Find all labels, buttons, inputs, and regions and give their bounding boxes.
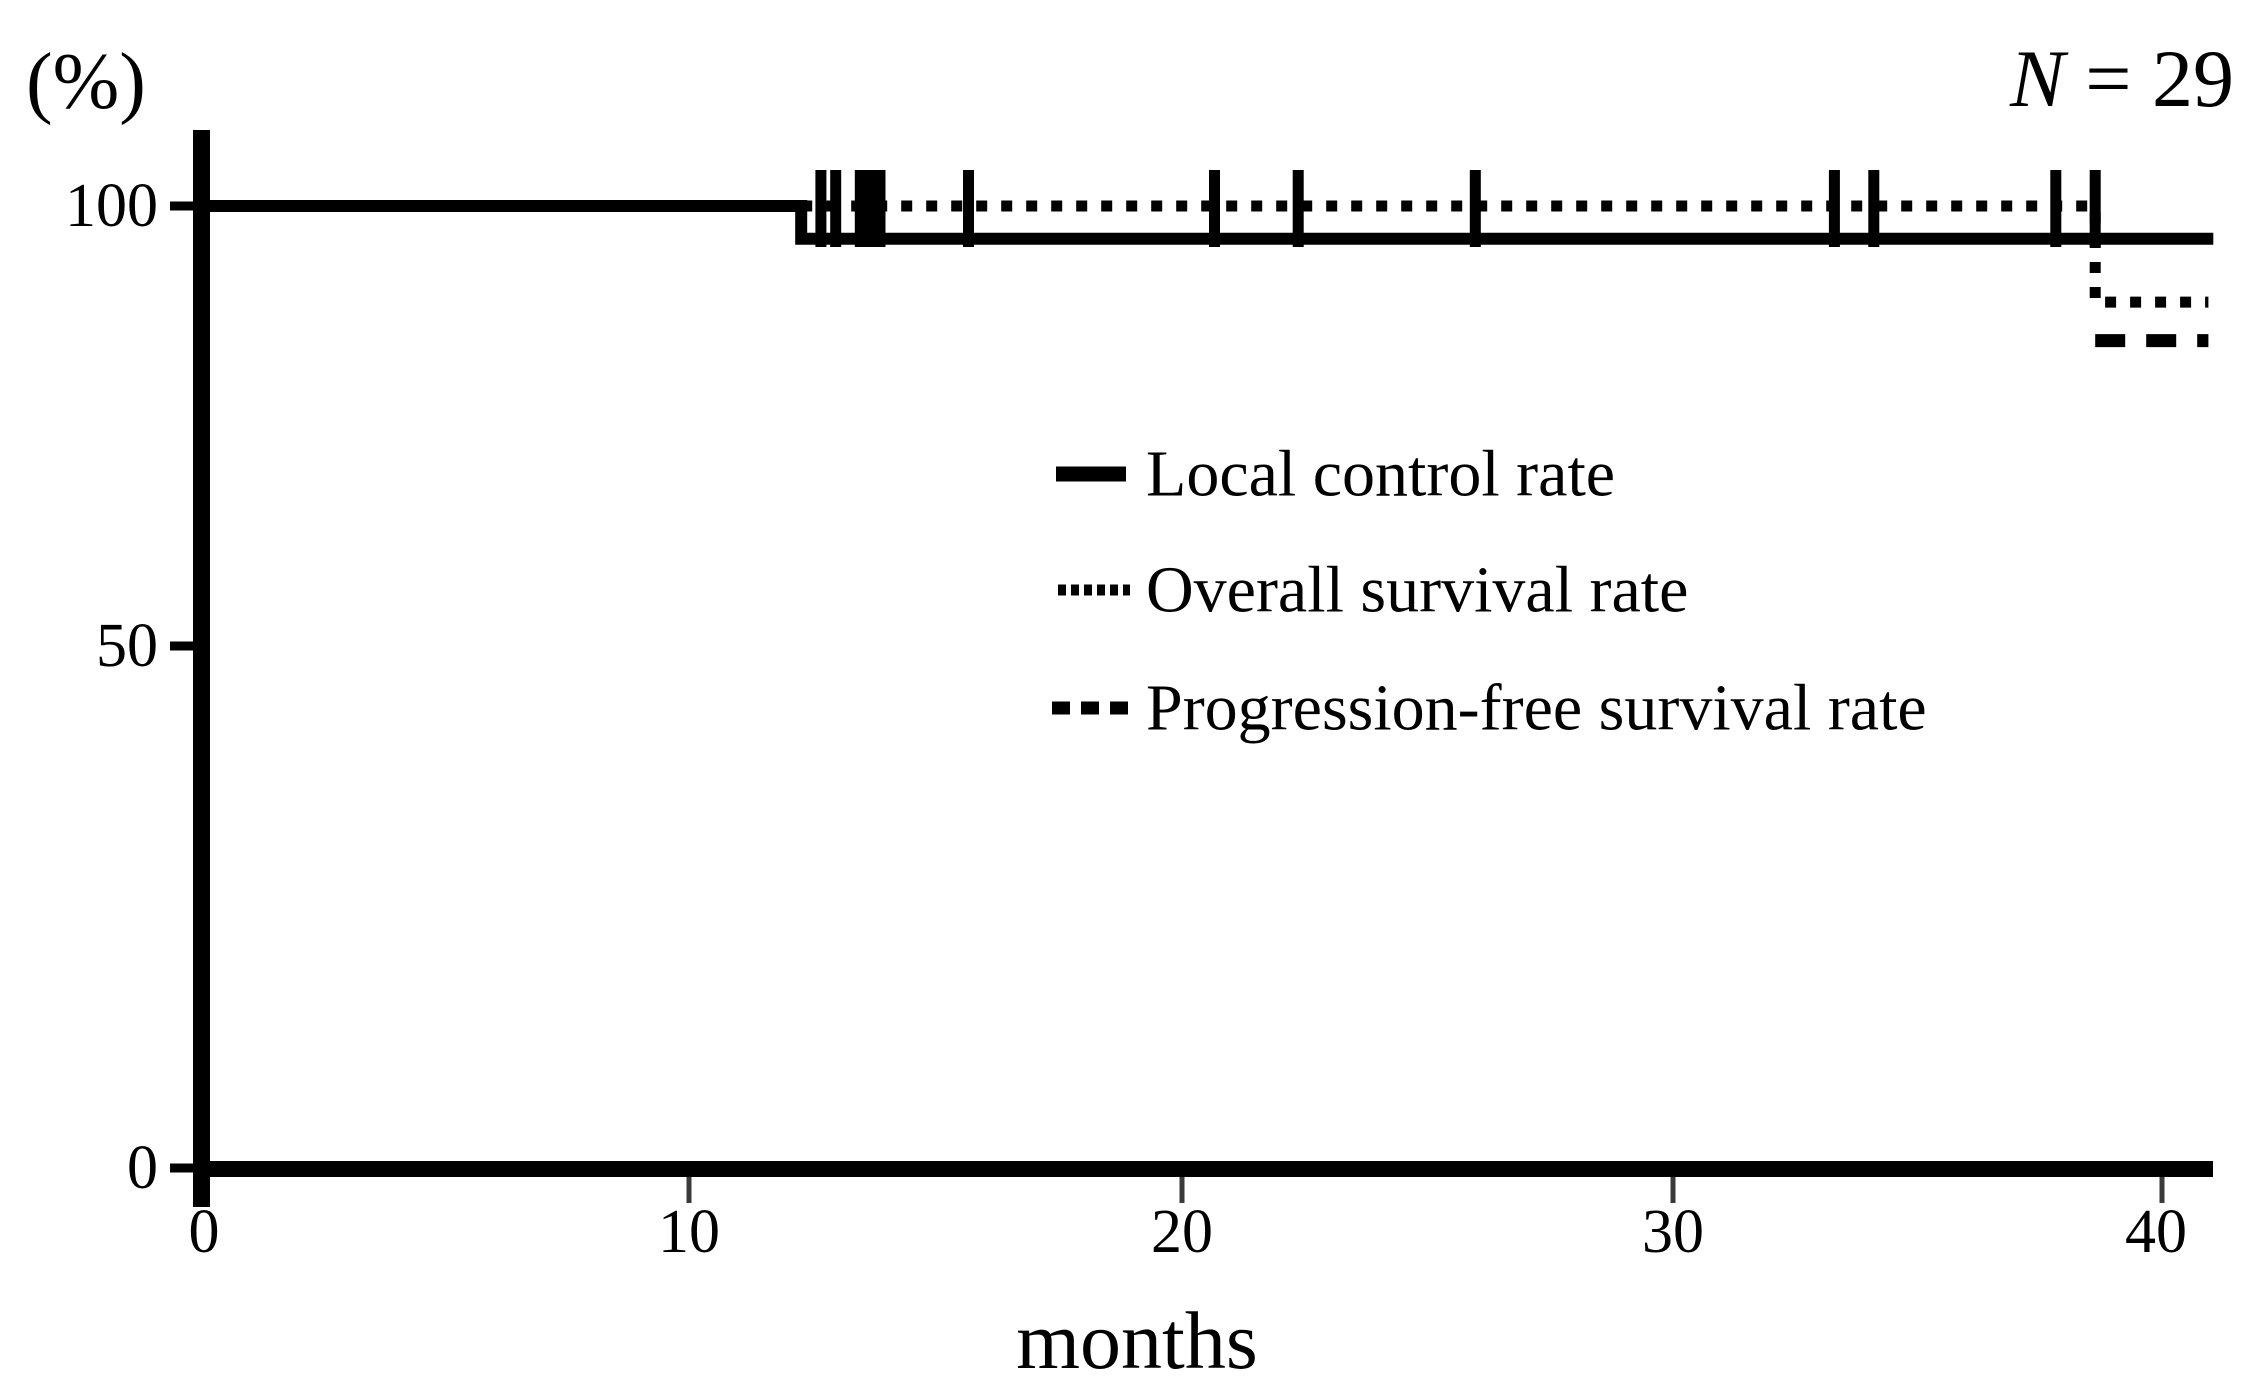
censor-marks-layer <box>815 170 2101 247</box>
sample-size-symbol: N <box>2009 33 2069 124</box>
censor-tick <box>815 170 827 247</box>
x-tick-label-0: 0 <box>189 1198 220 1266</box>
overall-survival-rate-curve <box>801 200 2209 308</box>
y-tick-label-100: 100 <box>65 172 158 240</box>
legend-label-progression-free: Progression-free survival rate <box>1146 672 1927 745</box>
censor-tick <box>854 170 866 247</box>
x-tick-label-30: 30 <box>1642 1198 1704 1266</box>
x-tick-10 <box>686 1177 692 1203</box>
series-layer <box>201 200 2214 348</box>
y-tick-100 <box>170 201 196 211</box>
legend: Local control rate Overall survival rate… <box>1052 438 1927 745</box>
censor-tick <box>1868 170 1880 247</box>
y-axis-line <box>193 130 210 1207</box>
y-axis-unit-label: (%) <box>26 38 146 126</box>
x-tick-label-40: 40 <box>2125 1198 2187 1266</box>
censor-tick <box>874 170 886 247</box>
legend-label-overall-survival: Overall survival rate <box>1146 554 1688 627</box>
y-tick-label-0: 0 <box>127 1134 158 1202</box>
x-axis-title: months <box>1016 1295 1257 1386</box>
y-tick-0 <box>170 1163 196 1173</box>
x-axis-line <box>193 1161 2213 1177</box>
censor-tick <box>963 170 974 247</box>
x-tick-40 <box>2159 1177 2165 1203</box>
x-tick-label-20: 20 <box>1151 1198 1213 1266</box>
censor-tick <box>1292 170 1304 247</box>
censor-tick <box>1828 170 1840 247</box>
censor-tick <box>1209 170 1220 247</box>
x-tick-label-10: 10 <box>658 1198 720 1266</box>
censor-tick <box>1469 170 1481 247</box>
y-tick-50 <box>170 641 196 651</box>
censor-tick <box>830 170 842 247</box>
censor-tick <box>2089 170 2101 247</box>
legend-label-local-control: Local control rate <box>1146 438 1615 511</box>
censor-tick <box>2050 170 2062 247</box>
y-tick-label-50: 50 <box>96 612 158 680</box>
censor-tick <box>864 170 876 247</box>
x-tick-20 <box>1179 1177 1185 1203</box>
local-control-rate-curve <box>201 200 2214 245</box>
sample-size-label: N = 29 <box>2009 33 2234 124</box>
x-tick-30 <box>1670 1177 1676 1203</box>
sample-size-value: = 29 <box>2065 33 2234 124</box>
